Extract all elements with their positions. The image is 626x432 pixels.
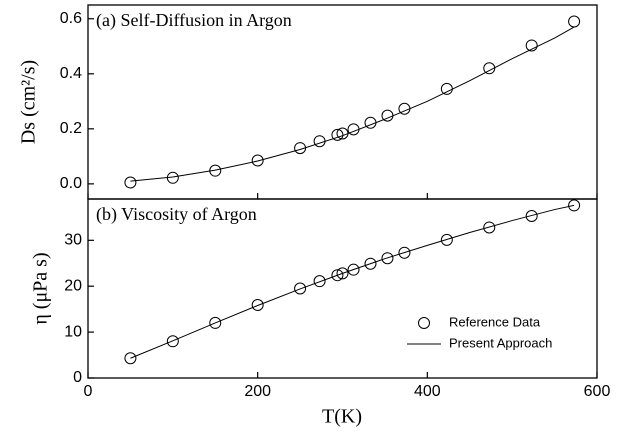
marker xyxy=(483,221,496,234)
marker xyxy=(364,257,377,270)
marker xyxy=(381,252,394,265)
marker xyxy=(483,62,496,75)
marker xyxy=(251,299,264,312)
legend-label: Present Approach xyxy=(449,335,552,350)
x-axis-label: T(K) xyxy=(322,406,362,428)
plot-frame xyxy=(87,198,598,379)
marker xyxy=(313,135,326,148)
x-tick-label: 400 xyxy=(414,383,441,400)
marker xyxy=(251,154,264,167)
marker xyxy=(568,199,581,212)
y-axis-label: Ds (cm²/s) xyxy=(18,60,40,144)
y-tick-label: 0.4 xyxy=(60,65,82,82)
marker xyxy=(209,316,222,329)
y-axis-label: η (μPa s) xyxy=(30,252,52,324)
y-tick-label: 0 xyxy=(73,369,82,386)
y-tick-label: 30 xyxy=(64,232,82,249)
marker xyxy=(124,352,137,365)
marker xyxy=(336,267,349,280)
marker xyxy=(124,176,137,189)
legend-marker xyxy=(418,317,430,329)
marker xyxy=(440,233,453,246)
x-tick-label: 600 xyxy=(584,383,611,400)
annotation: (b) Viscosity of Argon xyxy=(96,204,257,225)
y-tick-label: 0.6 xyxy=(60,10,82,27)
marker xyxy=(525,39,538,52)
plot-frame xyxy=(87,4,598,200)
x-tick-label: 0 xyxy=(84,383,93,400)
y-tick-label: 0.0 xyxy=(60,175,82,192)
curve xyxy=(130,204,575,359)
marker xyxy=(398,246,411,259)
marker xyxy=(568,15,581,28)
marker xyxy=(347,263,360,276)
marker xyxy=(294,282,307,295)
marker xyxy=(331,269,344,282)
y-tick-label: 10 xyxy=(64,323,82,340)
marker xyxy=(331,128,344,141)
y-tick-label: 20 xyxy=(64,277,82,294)
x-tick-label: 200 xyxy=(244,383,271,400)
marker xyxy=(525,209,538,222)
marker xyxy=(313,275,326,288)
curve xyxy=(130,26,575,182)
annotation: (a) Self-Diffusion in Argon xyxy=(96,10,292,31)
legend-label: Reference Data xyxy=(449,314,541,329)
y-tick-label: 0.2 xyxy=(60,120,82,137)
marker xyxy=(166,335,179,348)
marker xyxy=(440,82,453,95)
